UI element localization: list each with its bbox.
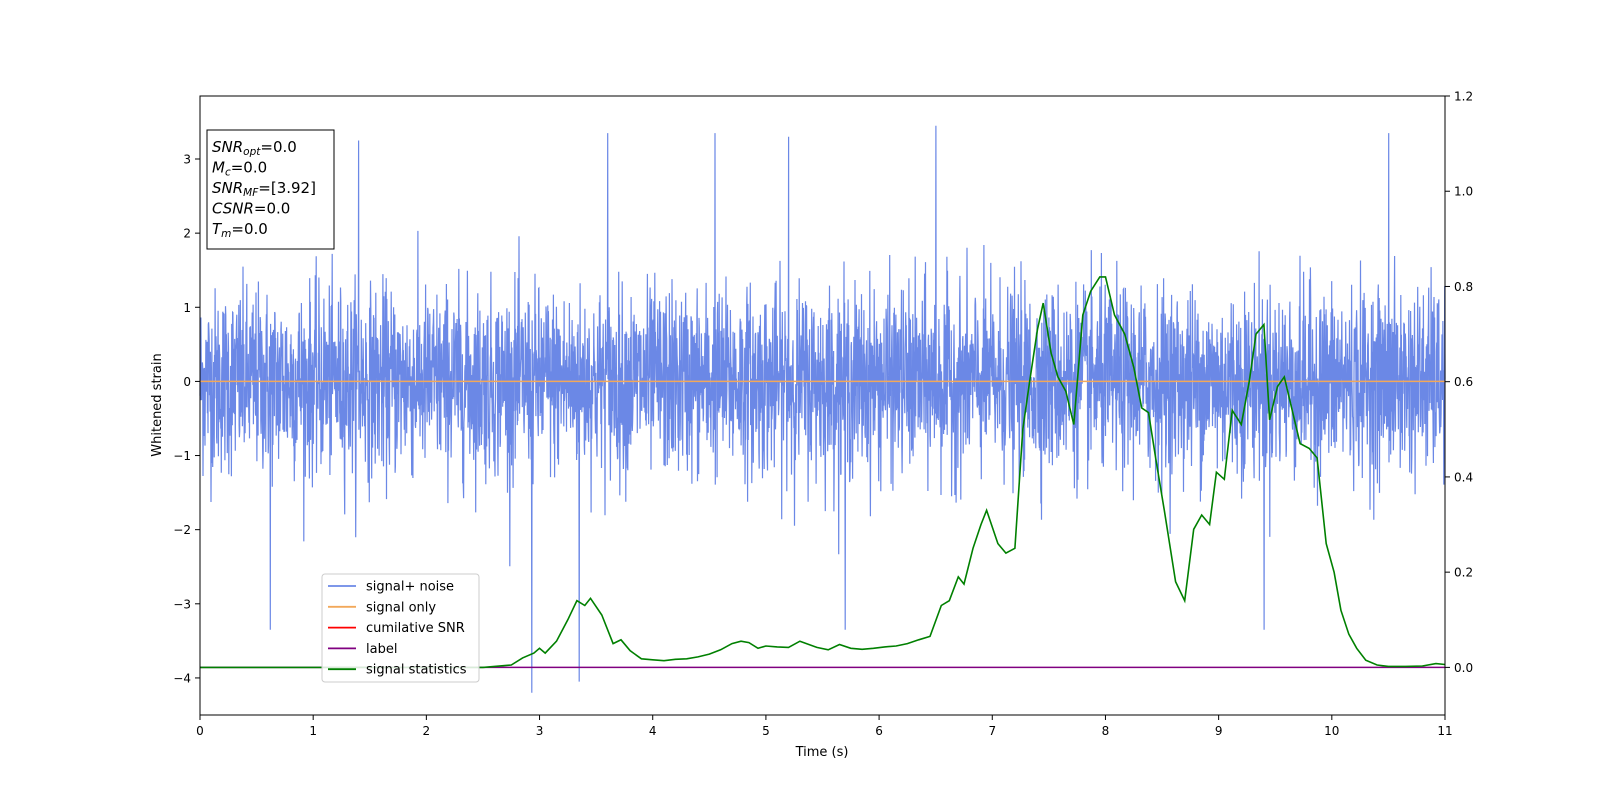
x-tick-label: 4 — [649, 724, 657, 738]
legend-label: signal statistics — [366, 663, 467, 678]
x-tick-label: 3 — [536, 724, 544, 738]
x-tick-label: 8 — [1102, 724, 1110, 738]
y2-axis-ticks: 0.0 0.2 0.4 0.6 0.8 1.0 1.2 — [1445, 90, 1473, 675]
y2-tick-label: 0.2 — [1454, 566, 1473, 580]
info-line: CSNR=0.0 — [212, 200, 290, 218]
x-tick-label: 1 — [309, 724, 317, 738]
x-tick-label: 5 — [762, 724, 770, 738]
legend: signal+ noise signal only cumilative SNR la… — [321, 573, 480, 683]
y-tick-label: 1 — [183, 301, 191, 315]
y-tick-label: 0 — [183, 375, 191, 389]
x-tick-label: 9 — [1215, 724, 1223, 738]
x-tick-label: 7 — [988, 724, 996, 738]
legend-label: cumilative SNR — [366, 621, 465, 636]
signal-statistics-line — [200, 276, 1446, 669]
x-tick-label: 2 — [423, 724, 431, 738]
y2-tick-label: 0.8 — [1454, 280, 1473, 294]
x-tick-label: 6 — [875, 724, 883, 738]
y-axis-label: Whitened strain — [150, 353, 165, 456]
info-line: SNRopt=0.0 — [212, 138, 297, 158]
legend-label: label — [366, 642, 397, 657]
x-tick-label: 10 — [1324, 724, 1339, 738]
signal-noise-series — [199, 125, 1446, 693]
x-tick-label: 11 — [1437, 724, 1452, 738]
y2-tick-label: 0.6 — [1454, 375, 1473, 389]
info-line: Mc=0.0 — [212, 159, 267, 179]
y2-tick-label: 1.2 — [1454, 90, 1473, 104]
y-tick-label: 3 — [183, 153, 191, 167]
x-axis-ticks: 0 1 2 3 4 5 6 7 8 9 10 11 — [196, 715, 1453, 738]
y-tick-label: −4 — [173, 671, 191, 685]
y-tick-label: −1 — [173, 449, 191, 463]
legend-label: signal+ noise — [366, 580, 454, 595]
legend-frame — [321, 573, 480, 683]
legend-label: signal only — [366, 600, 436, 615]
info-box-frame — [206, 129, 335, 250]
y2-tick-label: 1.0 — [1454, 185, 1473, 199]
signal-noise-line — [199, 125, 1446, 693]
y2-tick-label: 0.4 — [1454, 470, 1473, 484]
x-axis-label: Time (s) — [795, 745, 849, 760]
y-tick-label: −2 — [173, 523, 191, 537]
y-tick-label: 2 — [183, 227, 191, 241]
x-tick-label: 0 — [196, 724, 204, 738]
y-tick-label: −3 — [173, 597, 191, 611]
info-line: SNRMF=[3.92] — [212, 179, 316, 199]
info-line: Tm=0.0 — [212, 220, 268, 240]
plot-frame — [199, 95, 1446, 716]
y2-tick-label: 0.0 — [1454, 661, 1473, 675]
y-axis-ticks: −4 −3 −2 −1 0 1 2 3 — [173, 153, 200, 685]
